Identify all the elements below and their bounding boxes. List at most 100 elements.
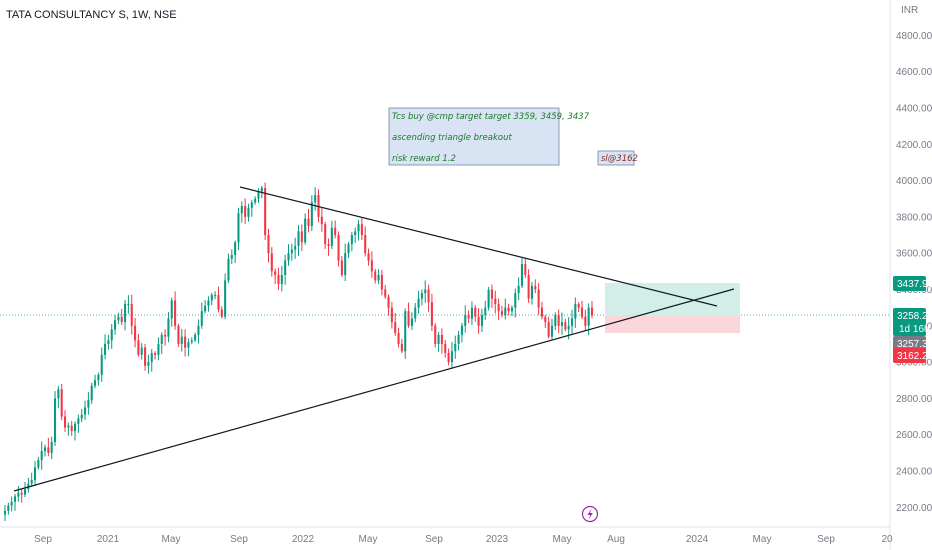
candle-up bbox=[10, 496, 13, 512]
lower-trendline[interactable] bbox=[13, 288, 735, 492]
candle-down bbox=[390, 302, 393, 329]
candle-body bbox=[97, 374, 100, 381]
candle-body bbox=[154, 353, 157, 355]
candle-down bbox=[444, 339, 447, 358]
candle-body bbox=[427, 289, 430, 303]
candle-body bbox=[274, 271, 277, 275]
candles bbox=[3, 182, 594, 521]
candle-body bbox=[290, 249, 293, 254]
stop-loss-label-box[interactable] bbox=[597, 150, 635, 166]
note-line-2: ascending triangle breakout bbox=[392, 133, 512, 143]
candle-body bbox=[90, 385, 93, 401]
svg-text:3258.20: 3258.20 bbox=[897, 311, 932, 322]
candle-down bbox=[334, 220, 337, 239]
candle-body bbox=[587, 307, 590, 326]
candle-body bbox=[47, 447, 50, 453]
note-box[interactable] bbox=[388, 107, 560, 166]
candle-down bbox=[547, 316, 550, 339]
candle-down bbox=[580, 300, 584, 320]
candle-body bbox=[407, 311, 410, 326]
candle-down bbox=[130, 294, 133, 335]
candle-up bbox=[510, 305, 513, 316]
candle-up bbox=[250, 199, 253, 217]
candle-down bbox=[370, 251, 373, 278]
price-axis[interactable]: 2200.002400.002600.002800.003000.003200.… bbox=[896, 31, 932, 514]
candle-down bbox=[340, 256, 343, 277]
candle-up bbox=[53, 391, 57, 447]
candle-down bbox=[534, 279, 537, 294]
candle-body bbox=[57, 389, 60, 399]
candle-down bbox=[320, 207, 323, 232]
candle-body bbox=[297, 231, 300, 246]
candle-body bbox=[507, 307, 510, 312]
candle-down bbox=[497, 298, 500, 321]
candle-body bbox=[124, 304, 127, 323]
candle-up bbox=[574, 297, 577, 328]
stop-zone[interactable] bbox=[605, 315, 740, 333]
time-axis[interactable]: Sep 2021 May Sep 2022 May Sep 2023 May Aug 2024 May… bbox=[34, 534, 893, 545]
candle-body bbox=[510, 307, 513, 312]
candle-down bbox=[490, 284, 493, 308]
candle-up bbox=[414, 303, 417, 323]
candle-down bbox=[564, 318, 567, 332]
candle-body bbox=[230, 255, 233, 259]
candle-down bbox=[184, 329, 187, 357]
candle-body bbox=[20, 492, 23, 495]
candle-body bbox=[404, 311, 407, 352]
candle-up bbox=[80, 409, 83, 423]
candle-down bbox=[217, 286, 220, 313]
candle-up bbox=[357, 219, 360, 241]
candle-body bbox=[237, 213, 240, 243]
candle-body bbox=[550, 325, 554, 337]
candle-body bbox=[520, 264, 523, 286]
candle-up bbox=[40, 441, 43, 470]
candle-body bbox=[70, 425, 73, 432]
candle-up bbox=[50, 436, 53, 460]
candle-body bbox=[354, 231, 357, 236]
candle-up bbox=[240, 201, 243, 223]
stop-price-tag: 3162.25 bbox=[893, 348, 932, 363]
candle-up bbox=[57, 386, 60, 409]
candle-up bbox=[420, 289, 423, 306]
current-price-tag: 3258.20 1d 16h bbox=[893, 308, 932, 336]
candle-body bbox=[330, 227, 333, 246]
candle-down bbox=[47, 437, 50, 457]
price-tick-label: 4400.00 bbox=[896, 104, 932, 115]
candle-body bbox=[584, 316, 587, 326]
candle-down bbox=[430, 293, 433, 331]
candle-body bbox=[380, 274, 383, 290]
candle-body bbox=[33, 467, 37, 481]
candle-down bbox=[584, 309, 587, 331]
target-zone[interactable] bbox=[605, 283, 740, 315]
candle-up bbox=[214, 291, 217, 300]
candle-body bbox=[400, 343, 403, 352]
candle-down bbox=[137, 333, 140, 357]
upper-trendline[interactable] bbox=[239, 186, 718, 307]
candle-body bbox=[64, 416, 67, 428]
candle-body bbox=[160, 334, 163, 344]
candle-body bbox=[244, 206, 247, 217]
candle-body bbox=[340, 260, 343, 275]
candle-body bbox=[224, 280, 227, 317]
candle-body bbox=[464, 314, 467, 326]
price-tick-label: 2600.00 bbox=[896, 430, 932, 441]
candle-body bbox=[140, 347, 143, 355]
candle-body bbox=[84, 407, 87, 415]
candle-body bbox=[43, 447, 47, 452]
candle-body bbox=[80, 414, 83, 419]
candle-down bbox=[317, 189, 320, 223]
candle-up bbox=[230, 249, 233, 264]
candle-body bbox=[190, 340, 193, 343]
candle-down bbox=[174, 291, 177, 330]
candle-up bbox=[410, 312, 413, 330]
candle-down bbox=[494, 290, 497, 314]
candle-body bbox=[560, 322, 564, 326]
candle-up bbox=[94, 374, 97, 389]
candle-body bbox=[544, 316, 547, 323]
candle-body bbox=[384, 289, 387, 297]
candle-body bbox=[474, 307, 477, 317]
candle-body bbox=[77, 418, 80, 424]
candle-down bbox=[590, 300, 594, 319]
lightning-icon[interactable] bbox=[581, 505, 599, 523]
